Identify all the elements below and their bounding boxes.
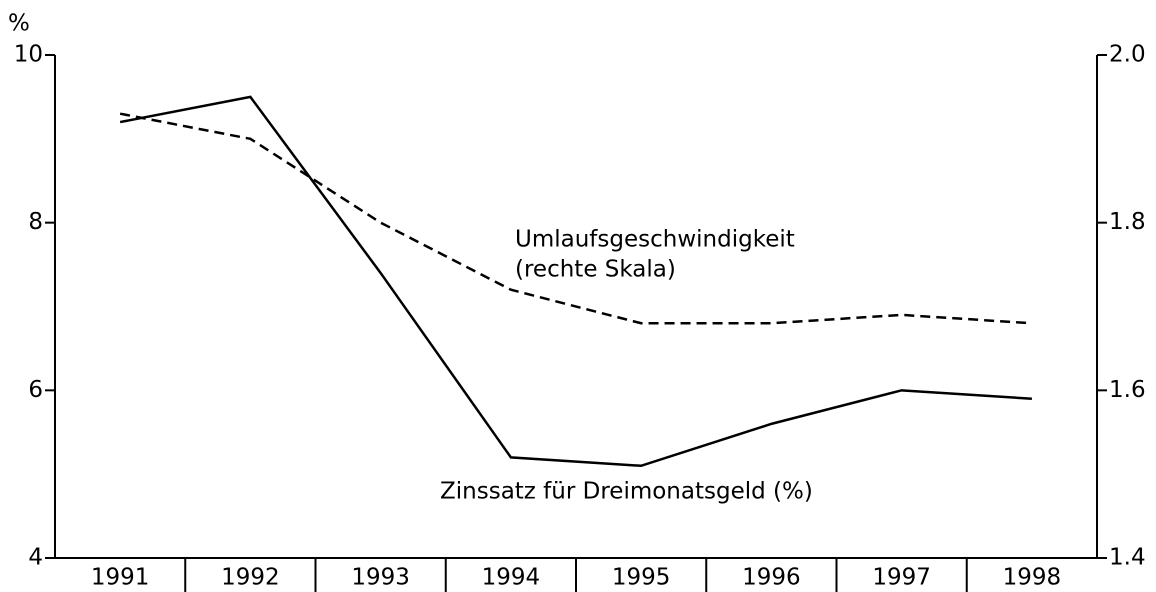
line-series <box>119 112 1032 325</box>
y-tick-label: 10 <box>14 42 43 68</box>
series-label: Umlaufsgeschwindigkeit <box>515 227 795 253</box>
y-unit-label: % <box>8 11 30 37</box>
y-tick-label: 8 <box>28 209 43 235</box>
x-tick-label: 1992 <box>221 565 280 591</box>
series-label: Zinssatz für Dreimonatsgeld (%) <box>440 479 813 505</box>
annotation: (rechte Skala) <box>515 257 676 283</box>
x-tick-label: 1997 <box>872 565 931 591</box>
y-tick-label: 6 <box>28 377 43 403</box>
line-series <box>119 95 1032 468</box>
x-tick-label: 1996 <box>742 565 801 591</box>
y2-tick-label: 1.6 <box>1109 377 1146 403</box>
y2-tick-label: 1.4 <box>1109 545 1146 571</box>
y2-tick-label: 1.8 <box>1109 209 1146 235</box>
x-tick-label: 1991 <box>91 565 150 591</box>
x-tick-label: 1995 <box>612 565 671 591</box>
x-tick-label: 1994 <box>482 565 541 591</box>
x-tick-label: 1998 <box>1003 565 1062 591</box>
x-tick-label: 1993 <box>351 565 410 591</box>
y2-tick-label: 2.0 <box>1109 42 1146 68</box>
y-tick-label: 4 <box>28 545 43 571</box>
